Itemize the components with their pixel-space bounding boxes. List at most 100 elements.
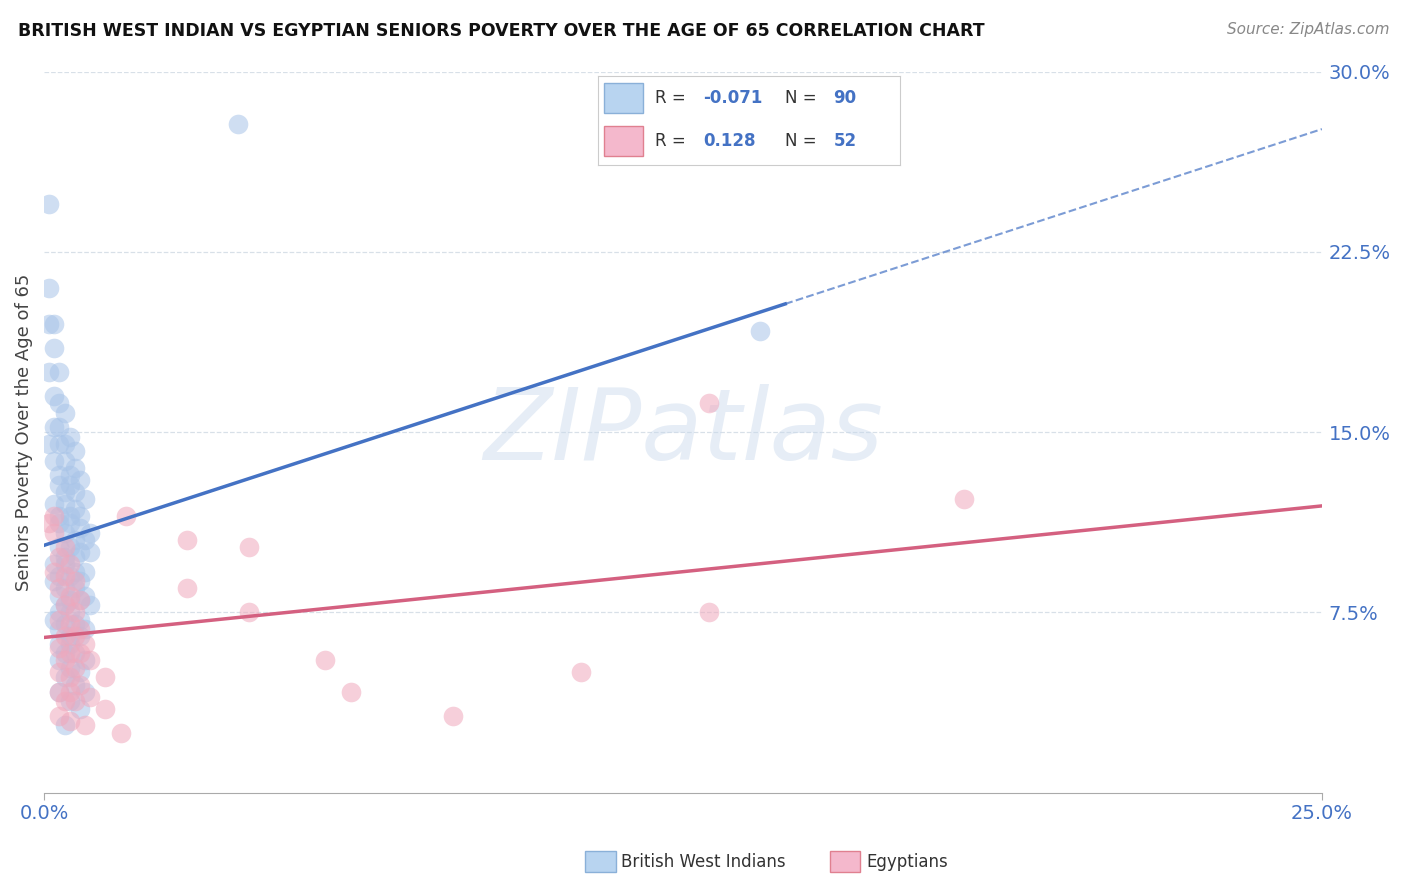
Point	[63, 485, 86, 500]
Point	[697, 396, 720, 410]
FancyBboxPatch shape	[603, 83, 643, 113]
Point	[38, 281, 60, 295]
Point	[79, 598, 101, 612]
Point	[53, 582, 76, 596]
Point	[69, 545, 91, 559]
Point	[79, 526, 101, 541]
Point	[48, 516, 70, 531]
Point	[59, 558, 82, 572]
Point	[53, 598, 76, 612]
Point	[48, 613, 70, 627]
Point	[48, 569, 70, 583]
Point	[59, 684, 82, 698]
Point	[44, 317, 66, 331]
Text: ZIPatlas: ZIPatlas	[484, 384, 883, 481]
Point	[53, 437, 76, 451]
Point	[73, 718, 96, 732]
Point	[176, 582, 198, 596]
Point	[59, 629, 82, 643]
Point	[73, 589, 96, 603]
Point	[69, 521, 91, 535]
Point	[48, 478, 70, 492]
Point	[94, 701, 117, 715]
Text: -0.071: -0.071	[703, 89, 762, 107]
Point	[339, 684, 361, 698]
Point	[110, 725, 132, 739]
Point	[63, 502, 86, 516]
Point	[59, 569, 82, 583]
Point	[73, 565, 96, 579]
Text: Egyptians: Egyptians	[866, 853, 948, 871]
Point	[44, 613, 66, 627]
Point	[176, 533, 198, 548]
Point	[48, 684, 70, 698]
Point	[59, 670, 82, 684]
Point	[69, 629, 91, 643]
Point	[69, 677, 91, 691]
Point	[79, 690, 101, 704]
Point	[69, 593, 91, 607]
Point	[115, 509, 138, 524]
Point	[48, 622, 70, 636]
Point	[73, 622, 96, 636]
Point	[38, 317, 60, 331]
Point	[73, 637, 96, 651]
Point	[38, 516, 60, 531]
Point	[38, 437, 60, 451]
Point	[44, 454, 66, 468]
Point	[69, 509, 91, 524]
Point	[63, 582, 86, 596]
Point	[44, 341, 66, 355]
Point	[48, 468, 70, 483]
Point	[48, 365, 70, 379]
Point	[48, 637, 70, 651]
Point	[59, 430, 82, 444]
Point	[48, 550, 70, 565]
Point	[38, 365, 60, 379]
Y-axis label: Seniors Poverty Over the Age of 65: Seniors Poverty Over the Age of 65	[15, 274, 32, 591]
Point	[63, 533, 86, 548]
Point	[59, 694, 82, 708]
Point	[59, 593, 82, 607]
Text: R =: R =	[655, 89, 690, 107]
Point	[48, 653, 70, 667]
Point	[63, 646, 86, 660]
Point	[48, 641, 70, 656]
Point	[53, 694, 76, 708]
Point	[53, 718, 76, 732]
Point	[63, 461, 86, 475]
Point	[53, 617, 76, 632]
Point	[48, 589, 70, 603]
Point	[59, 661, 82, 675]
Point	[53, 558, 76, 572]
Point	[53, 646, 76, 660]
Point	[73, 533, 96, 548]
Point	[238, 541, 260, 555]
Point	[228, 118, 250, 132]
Point	[59, 516, 82, 531]
Text: N =: N =	[785, 132, 823, 150]
Point	[53, 629, 76, 643]
Text: 90: 90	[834, 89, 856, 107]
Point	[69, 622, 91, 636]
FancyBboxPatch shape	[603, 126, 643, 156]
Text: British West Indians: British West Indians	[621, 853, 786, 871]
Text: BRITISH WEST INDIAN VS EGYPTIAN SENIORS POVERTY OVER THE AGE OF 65 CORRELATION C: BRITISH WEST INDIAN VS EGYPTIAN SENIORS …	[18, 22, 984, 40]
Point	[79, 653, 101, 667]
Point	[53, 569, 76, 583]
Point	[69, 646, 91, 660]
Point	[59, 541, 82, 555]
Point	[53, 670, 76, 684]
Point	[569, 665, 592, 680]
Text: 0.128: 0.128	[703, 132, 756, 150]
Point	[44, 497, 66, 511]
Point	[44, 526, 66, 541]
Point	[59, 468, 82, 483]
Point	[238, 606, 260, 620]
Point	[953, 492, 976, 507]
Point	[73, 492, 96, 507]
Point	[63, 606, 86, 620]
Point	[697, 606, 720, 620]
Point	[63, 550, 86, 565]
Point	[53, 541, 76, 555]
